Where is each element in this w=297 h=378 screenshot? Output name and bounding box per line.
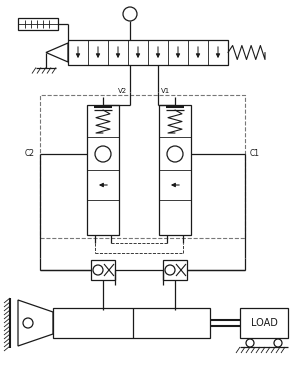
Circle shape: [93, 265, 103, 275]
Bar: [159, 105, 191, 235]
Circle shape: [23, 318, 33, 328]
Bar: [87, 105, 119, 235]
Circle shape: [167, 146, 183, 162]
Text: C2: C2: [25, 150, 35, 158]
Bar: [163, 260, 187, 280]
Text: V2: V2: [118, 88, 127, 94]
Bar: [18, 18, 58, 30]
Bar: [240, 308, 288, 338]
Circle shape: [246, 339, 254, 347]
Circle shape: [274, 339, 282, 347]
Text: V1: V1: [161, 88, 170, 94]
Circle shape: [165, 265, 175, 275]
Circle shape: [123, 7, 137, 21]
Text: LOAD: LOAD: [251, 318, 277, 328]
Bar: [40, 95, 245, 238]
Bar: [68, 40, 228, 65]
Bar: [53, 308, 210, 338]
Circle shape: [95, 146, 111, 162]
Text: C1: C1: [250, 150, 260, 158]
Bar: [91, 260, 115, 280]
